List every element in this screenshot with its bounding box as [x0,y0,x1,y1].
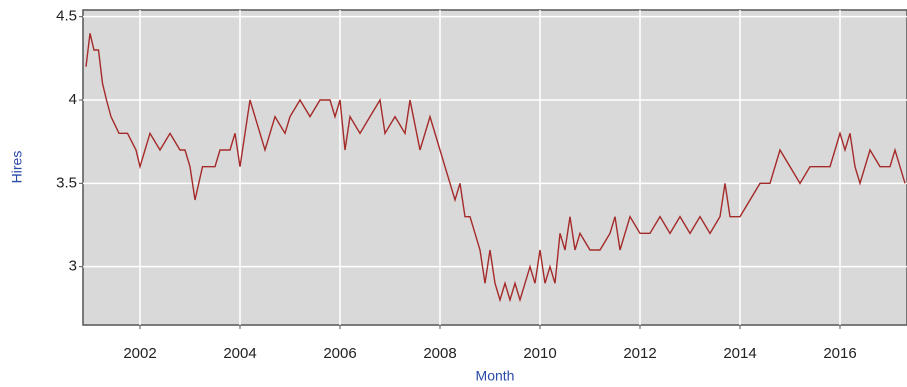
x-tick-label: 2014 [723,345,756,362]
x-tick-label: 2004 [223,345,256,362]
y-tick-label: 3.5 [56,174,77,191]
y-axis-label: Hires [9,151,25,184]
data-line [85,33,906,303]
x-tick-label: 2002 [123,345,156,362]
y-tick-label: 4 [69,91,77,108]
x-tick-label: 2008 [423,345,456,362]
x-tick-label: 2012 [623,345,656,362]
x-axis-label: Month [476,368,515,384]
y-tick-label: 3 [69,258,77,275]
x-tick-label: 2016 [823,345,856,362]
x-tick-label: 2006 [323,345,356,362]
y-tick-label: 4.5 [56,8,77,25]
x-tick-label: 2010 [523,345,556,362]
plot-area [82,9,907,326]
